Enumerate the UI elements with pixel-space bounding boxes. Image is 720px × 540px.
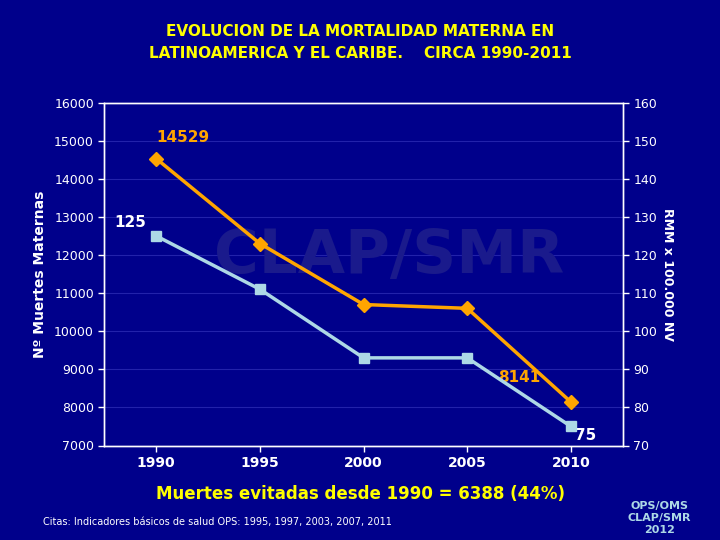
Text: EVOLUCION DE LA MORTALIDAD MATERNA EN: EVOLUCION DE LA MORTALIDAD MATERNA EN — [166, 24, 554, 39]
Text: Muertes evitadas desde 1990 = 6388 (44%): Muertes evitadas desde 1990 = 6388 (44%) — [156, 485, 564, 503]
Text: 125: 125 — [114, 215, 147, 230]
Text: CLAP/SMR: CLAP/SMR — [215, 227, 564, 286]
Y-axis label: RMM x 100.000 NV: RMM x 100.000 NV — [661, 207, 674, 341]
Text: 75: 75 — [575, 428, 596, 443]
Text: Citas: Indicadores básicos de salud OPS: 1995, 1997, 2003, 2007, 2011: Citas: Indicadores básicos de salud OPS:… — [43, 516, 392, 526]
Text: OPS/OMS
CLAP/SMR
2012: OPS/OMS CLAP/SMR 2012 — [628, 502, 691, 535]
Text: 14529: 14529 — [156, 130, 210, 145]
Y-axis label: Nº Muertes Maternas: Nº Muertes Maternas — [33, 191, 48, 357]
Text: LATINOAMERICA Y EL CARIBE.    CIRCA 1990-2011: LATINOAMERICA Y EL CARIBE. CIRCA 1990-20… — [148, 46, 572, 61]
Text: 8141: 8141 — [498, 369, 541, 384]
